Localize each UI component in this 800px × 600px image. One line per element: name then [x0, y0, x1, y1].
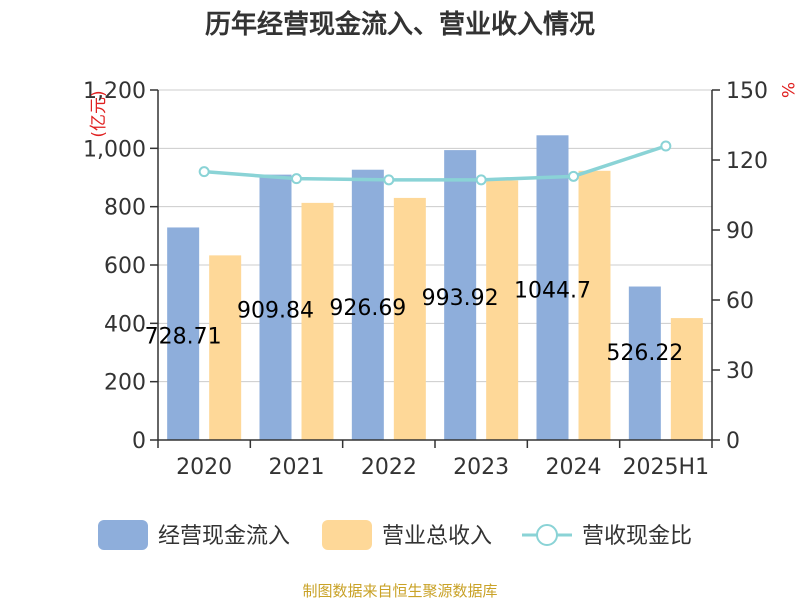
y-right-tick-label: 0: [726, 429, 740, 454]
data-label-cash-inflow: 728.71: [145, 325, 222, 350]
y-right-tick-label: 120: [726, 149, 768, 174]
x-tick-label: 2022: [361, 455, 417, 480]
chart-title: 历年经营现金流入、营业收入情况: [205, 9, 595, 40]
x-tick-label: 2021: [269, 455, 325, 480]
y-right-tick-label: 150: [726, 79, 768, 104]
bar-cash-inflow: [628, 286, 661, 440]
ratio-point: [383, 174, 395, 186]
y-left-tick-label: 800: [104, 196, 146, 221]
x-tick-label: 2020: [176, 455, 232, 480]
ratio-point: [568, 170, 579, 182]
y-right-unit: %: [777, 82, 797, 98]
data-label-cash-inflow: 926.69: [329, 296, 406, 321]
ratio-point: [660, 140, 672, 152]
data-label-cash-inflow: 1044.7: [514, 279, 591, 304]
bar-cash-inflow: [259, 174, 292, 440]
x-tick-label: 2023: [453, 455, 509, 480]
bar-revenue: [670, 318, 703, 440]
bar-cash-inflow: [444, 150, 477, 440]
y-left-tick-label: 600: [104, 254, 146, 279]
y-right-tick-label: 90: [726, 219, 754, 244]
y-right-tick-label: 30: [726, 359, 754, 384]
bars: [167, 135, 703, 440]
data-labels: 728.71 909.84 926.69 993.92 1044.7 526.22: [145, 279, 684, 366]
bar-revenue: [301, 202, 334, 440]
source-note: 制图数据来自恒生聚源数据库: [302, 582, 497, 600]
bar-revenue: [486, 180, 519, 440]
data-label-cash-inflow: 993.92: [422, 286, 499, 311]
bar-revenue: [209, 255, 242, 440]
ratio-line: [198, 140, 672, 186]
ratio-point: [291, 173, 302, 185]
y-right-tick-label: 60: [726, 289, 754, 314]
legend-label-cash-inflow: 经营现金流入: [158, 524, 290, 549]
legend: 经营现金流入 营业总收入 营收现金比: [98, 520, 692, 550]
x-tick-label: 2024: [546, 455, 602, 480]
bar-cash-inflow: [167, 227, 200, 440]
y-left-tick-label: 400: [104, 312, 146, 337]
ratio-point: [198, 166, 210, 178]
legend-swatch-revenue: [322, 520, 372, 550]
grid: [158, 89, 712, 383]
bar-cash-inflow: [351, 169, 384, 440]
ratio-point: [475, 174, 487, 186]
bar-cash-inflow: [536, 135, 569, 440]
bar-revenue: [393, 197, 426, 440]
y-left-tick-label: 0: [132, 429, 146, 454]
y-left-unit: (亿元): [89, 90, 109, 137]
axes: 0 200 400 600 800 1,000 1,200 0 30 60 90 120 150 2020…: [83, 79, 797, 480]
legend-marker-ratio: [536, 524, 558, 546]
legend-swatch-cash-inflow: [98, 520, 148, 550]
data-label-cash-inflow: 909.84: [237, 298, 314, 323]
legend-label-ratio: 营收现金比: [582, 524, 692, 549]
x-tick-label: 2025H1: [623, 455, 710, 480]
y-left-tick-label: 1,000: [83, 137, 146, 162]
bar-revenue: [578, 170, 611, 440]
legend-label-revenue: 营业总收入: [382, 524, 492, 549]
data-label-cash-inflow: 526.22: [606, 341, 683, 366]
ratio-line-path: [204, 144, 667, 182]
y-left-tick-label: 200: [104, 371, 146, 396]
y-left-tick-label: 1,200: [83, 79, 146, 104]
